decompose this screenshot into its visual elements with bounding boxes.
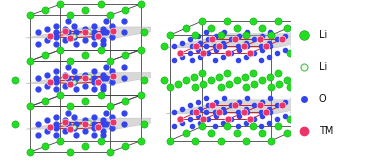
Text: Li: Li [319,62,327,72]
Polygon shape [26,118,177,129]
Text: TM: TM [319,126,333,136]
Polygon shape [166,34,339,48]
Polygon shape [166,100,339,114]
Text: Li: Li [319,30,327,40]
Polygon shape [26,73,177,84]
Polygon shape [26,27,177,38]
Text: O: O [319,94,327,104]
